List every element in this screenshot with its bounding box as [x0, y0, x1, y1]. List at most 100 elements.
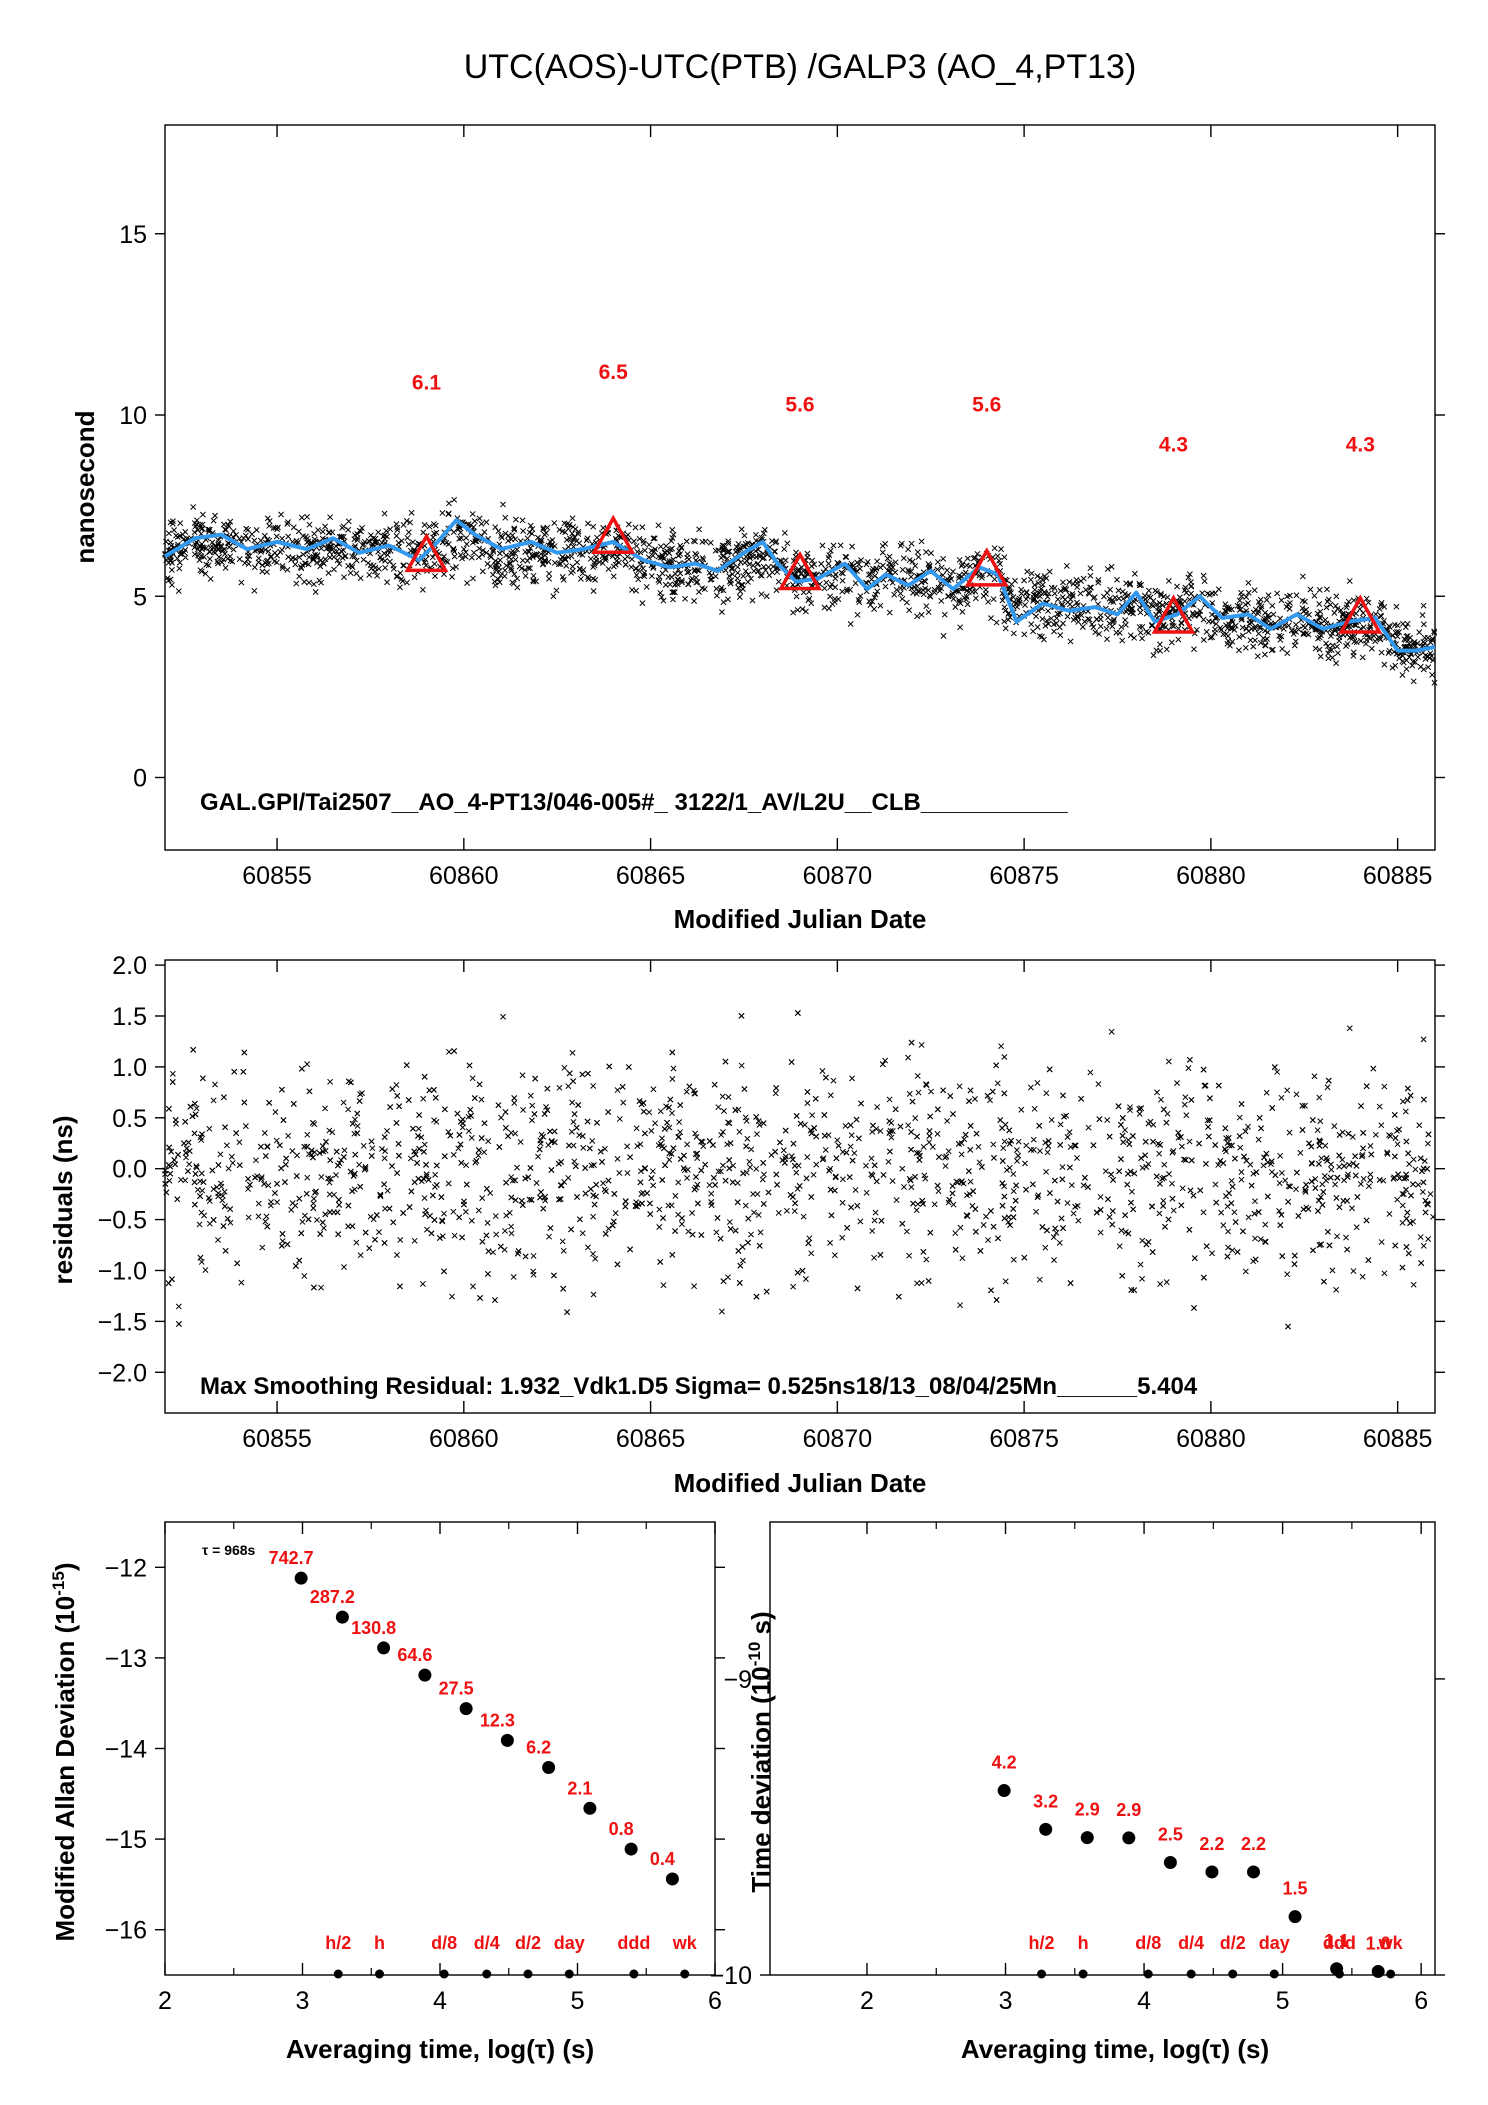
residual-point: [1305, 1206, 1312, 1212]
data-point: [1254, 653, 1261, 660]
residual-point: [1002, 1121, 1009, 1128]
residual-point: [1269, 1105, 1276, 1111]
data-point: [923, 603, 930, 610]
residual-point: [1006, 1164, 1013, 1171]
residual-point: [206, 1125, 213, 1132]
residual-point: [579, 1133, 586, 1140]
residual-point: [441, 1268, 447, 1275]
residual-point: [180, 1140, 187, 1147]
residual-point: [304, 1143, 311, 1150]
residual-point: [1353, 1162, 1360, 1169]
data-point: [1088, 621, 1095, 628]
data-point: [1035, 580, 1042, 586]
residual-point: [1408, 1192, 1414, 1199]
residual-point: [620, 1099, 627, 1106]
data-point: [659, 554, 666, 561]
residual-point: [684, 1174, 690, 1181]
data-point: [794, 607, 801, 613]
residual-point: [389, 1163, 395, 1170]
residual-point: [1325, 1077, 1332, 1084]
data-point: [458, 535, 465, 542]
residual-point: [1425, 1236, 1432, 1242]
data-point: [1429, 635, 1436, 642]
data-point: [1137, 609, 1144, 616]
residual-point: [737, 1262, 744, 1269]
deviation-label: 0.8: [609, 1819, 634, 1839]
data-point: [292, 561, 299, 568]
residual-point: [426, 1087, 433, 1094]
residual-point: [433, 1182, 440, 1188]
residual-point: [1197, 1187, 1204, 1194]
deviation-label: 6.2: [526, 1738, 551, 1758]
residual-point: [872, 1209, 879, 1216]
data-point: [210, 517, 217, 524]
residual-point: [1185, 1065, 1192, 1072]
data-point: [914, 549, 921, 556]
data-point: [781, 529, 788, 536]
residual-point: [322, 1105, 329, 1112]
residual-point: [677, 1102, 684, 1109]
residual-point: [497, 1243, 504, 1250]
residual-point: [1212, 1181, 1219, 1188]
residual-point: [441, 1210, 447, 1217]
residual-point: [278, 1086, 285, 1093]
data-point: [190, 504, 197, 510]
data-point: [330, 566, 337, 573]
reference-label: d/2: [1220, 1933, 1246, 1953]
residual-point: [1163, 1279, 1170, 1286]
data-point: [556, 561, 562, 568]
residual-point: [431, 1217, 438, 1223]
data-point: [959, 561, 966, 568]
residual-point: [611, 1190, 618, 1197]
data-point: [1336, 634, 1343, 641]
residual-point: [806, 1235, 813, 1242]
residual-point: [1293, 1186, 1299, 1193]
data-point: [628, 564, 635, 571]
data-point: [399, 578, 406, 585]
residual-point: [555, 1160, 562, 1167]
data-point: [547, 538, 553, 545]
residual-point: [991, 1154, 997, 1161]
data-point: [632, 524, 639, 531]
residual-point: [305, 1216, 312, 1223]
deviation-label: 1.5: [1283, 1879, 1308, 1899]
data-point: [175, 588, 182, 594]
residual-point: [1391, 1153, 1398, 1160]
residuals-panel: 60855 60860 60865 60870 60875 60880 608852.01.…: [48, 952, 1445, 1498]
data-point: [421, 559, 428, 566]
residual-point: [1264, 1193, 1271, 1200]
x-tick-label: 6: [1414, 1987, 1428, 2015]
residuals-annotation: Max Smoothing Residual: 1.932_Vdk1.D5 Si…: [200, 1373, 1198, 1400]
residual-point: [1420, 1179, 1427, 1186]
residual-point: [1209, 1250, 1215, 1257]
residual-point: [1072, 1142, 1079, 1149]
residual-point: [233, 1130, 240, 1137]
residual-point: [345, 1202, 352, 1209]
data-point: [444, 559, 451, 565]
data-point: [173, 532, 179, 539]
data-point: [1027, 576, 1034, 583]
residual-point: [1178, 1202, 1185, 1209]
residual-point: [220, 1223, 227, 1230]
residual-point: [1350, 1268, 1357, 1274]
residual-point: [460, 1201, 467, 1208]
data-point: [1030, 628, 1037, 635]
data-point: [670, 531, 677, 538]
data-point: [1269, 646, 1276, 653]
residual-point: [966, 1098, 972, 1105]
reference-dot: [523, 1969, 533, 1979]
x-tick-label: 60880: [1176, 862, 1246, 890]
data-point: [682, 595, 689, 602]
residual-point: [171, 1157, 178, 1163]
data-point: [1139, 635, 1146, 642]
data-point: [575, 528, 582, 535]
residual-point: [570, 1118, 577, 1125]
residual-point: [1236, 1133, 1243, 1140]
time-deviation-ylabel-unit: s: [746, 1620, 776, 1634]
residual-point: [637, 1179, 644, 1186]
residual-point: [967, 1122, 974, 1129]
residual-point: [927, 1113, 934, 1120]
residual-point: [1057, 1121, 1064, 1128]
residual-point: [1346, 1161, 1353, 1168]
data-point: [928, 550, 935, 557]
